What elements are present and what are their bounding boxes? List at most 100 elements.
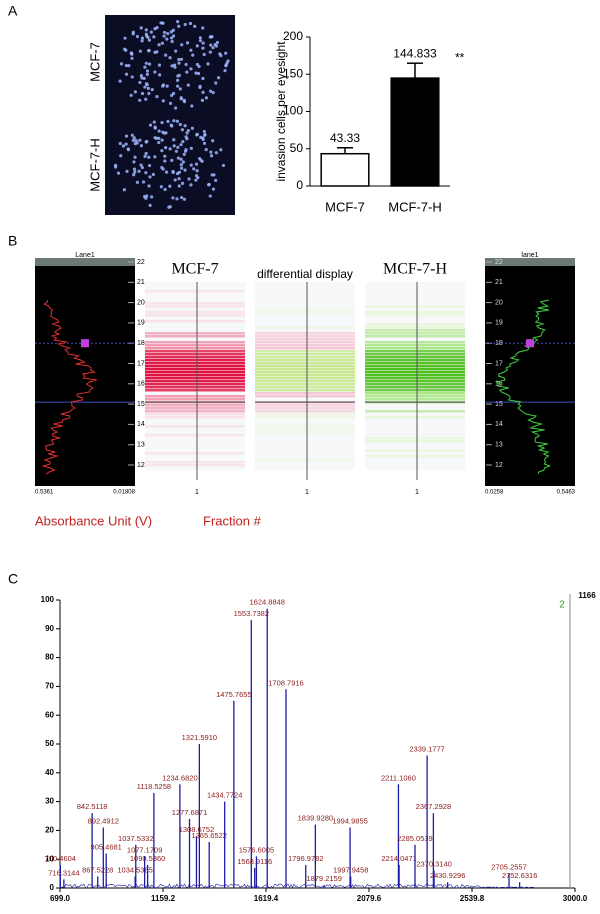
y-tick-label: 0	[296, 178, 303, 192]
band	[255, 410, 355, 413]
band	[145, 386, 245, 389]
band	[365, 341, 465, 344]
band	[365, 371, 465, 374]
cell	[127, 64, 131, 68]
cell	[124, 142, 128, 146]
band	[365, 437, 465, 440]
band	[365, 377, 465, 380]
band	[365, 344, 465, 347]
peak-label: 1034.5365	[117, 865, 152, 874]
cell	[153, 70, 157, 74]
band	[365, 365, 465, 368]
tick-label: 20	[495, 299, 503, 306]
cell	[188, 21, 193, 26]
band	[365, 389, 465, 392]
densitometry-plot	[485, 258, 575, 486]
peak-label: 2211.1060	[381, 773, 416, 782]
y-tick-label: 20	[45, 826, 54, 835]
tick-label: 22	[137, 259, 145, 266]
cell	[133, 170, 137, 174]
band	[365, 323, 465, 326]
peak-label: 1434.7724	[207, 791, 242, 800]
cell	[134, 138, 138, 143]
cell	[132, 167, 137, 171]
cell	[170, 64, 174, 68]
band	[255, 374, 355, 377]
cell	[183, 124, 187, 128]
corner-text: 1166	[578, 591, 596, 600]
fraction-label: 1	[415, 489, 419, 496]
peak-label: 1839.9280	[298, 814, 333, 823]
cell	[133, 90, 137, 94]
cell	[189, 48, 193, 52]
cell	[133, 141, 137, 146]
cell	[195, 132, 199, 136]
band	[255, 362, 355, 365]
peak-label: 1090.5360	[130, 854, 165, 863]
cell	[185, 41, 190, 45]
band	[365, 416, 465, 419]
cell	[164, 53, 168, 57]
peak-label: 700.4604	[45, 854, 76, 863]
panel-label: C	[8, 571, 18, 587]
cell	[201, 41, 205, 45]
cell	[150, 88, 154, 92]
band	[145, 398, 245, 401]
cell	[190, 104, 194, 108]
peak-label: 892.4912	[88, 817, 119, 826]
cell	[208, 50, 212, 54]
cell	[192, 167, 196, 171]
band	[145, 395, 245, 398]
peak-label: 842.5118	[77, 802, 108, 811]
cell	[201, 90, 205, 94]
cell	[176, 74, 180, 78]
cell	[176, 20, 180, 24]
cell	[153, 125, 157, 129]
band	[145, 464, 245, 467]
lane-title: MCF-7-H	[383, 261, 447, 278]
tick-label: 19	[495, 320, 503, 327]
cell	[152, 35, 156, 39]
cell	[183, 149, 188, 153]
cell	[149, 30, 153, 34]
cell	[164, 170, 169, 174]
band	[255, 416, 355, 419]
cell	[172, 119, 176, 123]
cell	[172, 138, 176, 142]
cell	[143, 65, 147, 69]
band	[365, 395, 465, 398]
cell	[193, 24, 197, 28]
cell	[179, 57, 184, 61]
range-label: 0.5361	[35, 490, 54, 496]
band	[365, 314, 465, 317]
tick-label: 15	[495, 401, 503, 408]
cell	[144, 28, 148, 32]
cell	[204, 96, 208, 100]
peak-label: 2752.6316	[502, 871, 537, 880]
y-tick-label: 80	[45, 653, 54, 662]
plot-title: lane1	[521, 252, 538, 259]
band	[365, 335, 465, 338]
cell	[132, 173, 136, 177]
footer-label: Fraction #	[203, 513, 262, 528]
cell	[209, 43, 213, 47]
cell	[124, 72, 129, 76]
cell	[180, 43, 184, 47]
band	[365, 368, 465, 371]
cell	[168, 101, 173, 105]
cell	[145, 72, 149, 76]
cell	[214, 151, 218, 155]
cell	[177, 24, 181, 28]
profile-curve	[495, 299, 552, 475]
band	[145, 353, 245, 356]
peak-label: 1475.7655	[216, 690, 251, 699]
cell	[173, 178, 177, 182]
cell	[144, 171, 148, 175]
cell	[155, 26, 159, 30]
image-label: MCF-7-H	[87, 138, 102, 191]
band	[145, 416, 245, 419]
cell	[182, 98, 186, 102]
peak-label: 1308.6752	[179, 825, 214, 834]
band	[365, 347, 465, 350]
cell	[176, 145, 180, 149]
